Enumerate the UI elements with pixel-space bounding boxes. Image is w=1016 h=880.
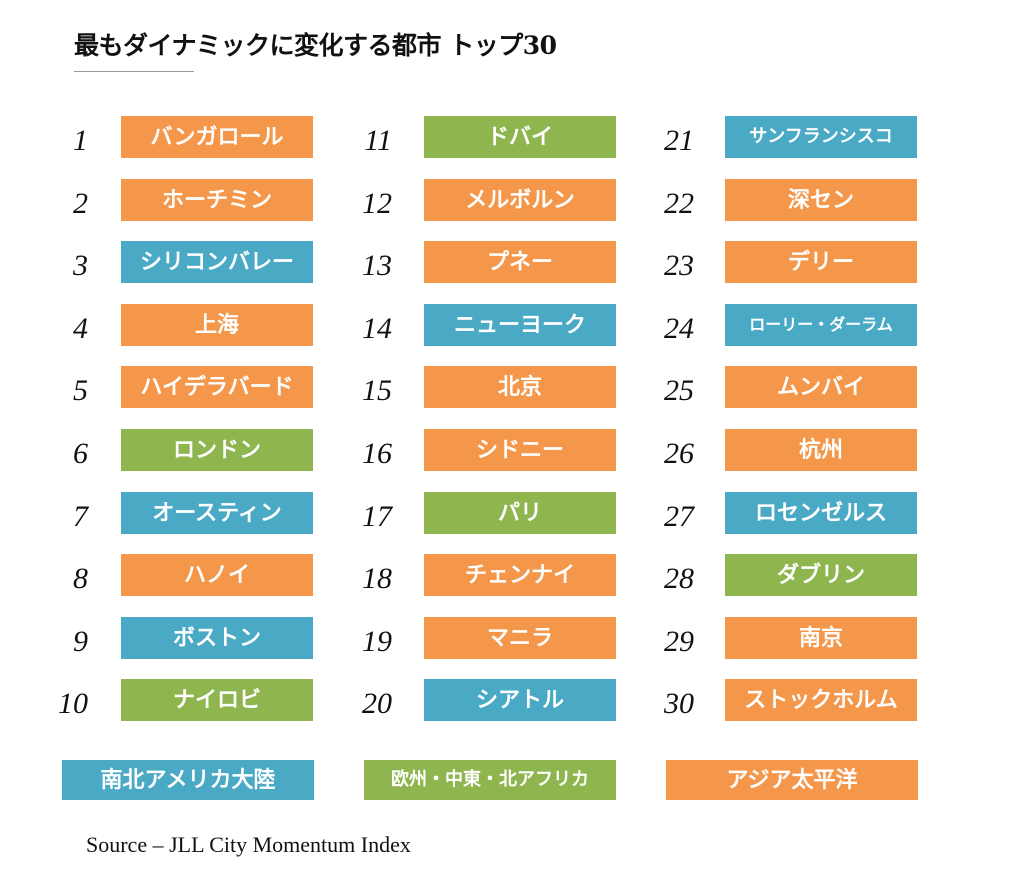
legend-item: 欧州・中東・北アフリカ [364,760,616,800]
rank-number: 4 [73,311,88,345]
city-label: 杭州 [725,429,917,471]
rank-number: 21 [664,124,694,157]
city-label: 深セン [725,178,917,221]
rank-number: 3 [73,249,88,283]
source-note: Source – JLL City Momentum Index [86,832,411,857]
rank-number: 1 [73,124,88,157]
legend-item: アジア太平洋 [666,760,918,800]
page-title: 最もダイナミックに変化する都市 トップ30 [74,31,557,60]
city-label: ムンバイ [725,366,917,409]
rank-number: 2 [73,186,88,220]
city-label: ストックホルム [725,679,917,722]
rank-number: 5 [73,374,88,408]
rank-number: 24 [664,311,694,345]
rank-number: 27 [664,499,694,533]
city-label: シアトル [424,679,616,722]
city-label: 北京 [424,366,616,409]
rank-number: 14 [362,311,392,345]
rank-number: 29 [664,624,694,658]
city-label: ローリー・ダーラム [725,303,917,346]
title-divider [74,71,194,72]
rank-number: 30 [664,687,694,721]
city-label: ロセンゼルス [725,491,917,534]
city-label: シリコンバレー [121,241,313,284]
rank-number: 26 [664,437,694,470]
city-label: サンフランシスコ [725,116,917,158]
city-label: オースティン [121,491,313,534]
city-label: ドバイ [424,116,616,158]
city-label: パリ [424,491,616,534]
rank-number: 12 [362,186,392,220]
rank-number: 15 [362,374,392,408]
rank-number: 22 [664,186,694,220]
city-label: ダブリン [725,554,917,597]
rank-number: 20 [362,687,392,721]
rank-number: 11 [364,124,392,157]
city-label: ハイデラバード [121,366,313,409]
rank-number: 18 [362,562,392,596]
city-label: メルボルン [424,178,616,221]
city-label: チェンナイ [424,554,616,597]
city-label: 上海 [121,303,313,346]
rank-number: 23 [664,249,694,283]
rank-number: 9 [73,624,88,658]
city-label: プネー [424,241,616,284]
rank-number: 6 [73,437,88,470]
legend-item: 南北アメリカ大陸 [62,760,314,800]
rank-number: 17 [362,499,392,533]
city-label: ボストン [121,616,313,659]
rank-number: 16 [362,437,392,470]
city-label: マニラ [424,616,616,659]
rank-number: 25 [664,374,694,408]
rank-number: 10 [58,687,88,721]
city-label: ニューヨーク [424,303,616,346]
city-label: デリー [725,241,917,284]
city-label: ナイロビ [121,679,313,722]
rank-number: 7 [73,499,88,533]
city-label: バンガロール [121,116,313,158]
rank-number: 8 [73,562,88,596]
rank-number: 19 [362,624,392,658]
city-label: ホーチミン [121,178,313,221]
city-label: シドニー [424,429,616,471]
rank-number: 28 [664,562,694,596]
rank-number: 13 [362,249,392,283]
city-label: 南京 [725,616,917,659]
city-label: ロンドン [121,429,313,471]
city-label: ハノイ [121,554,313,597]
